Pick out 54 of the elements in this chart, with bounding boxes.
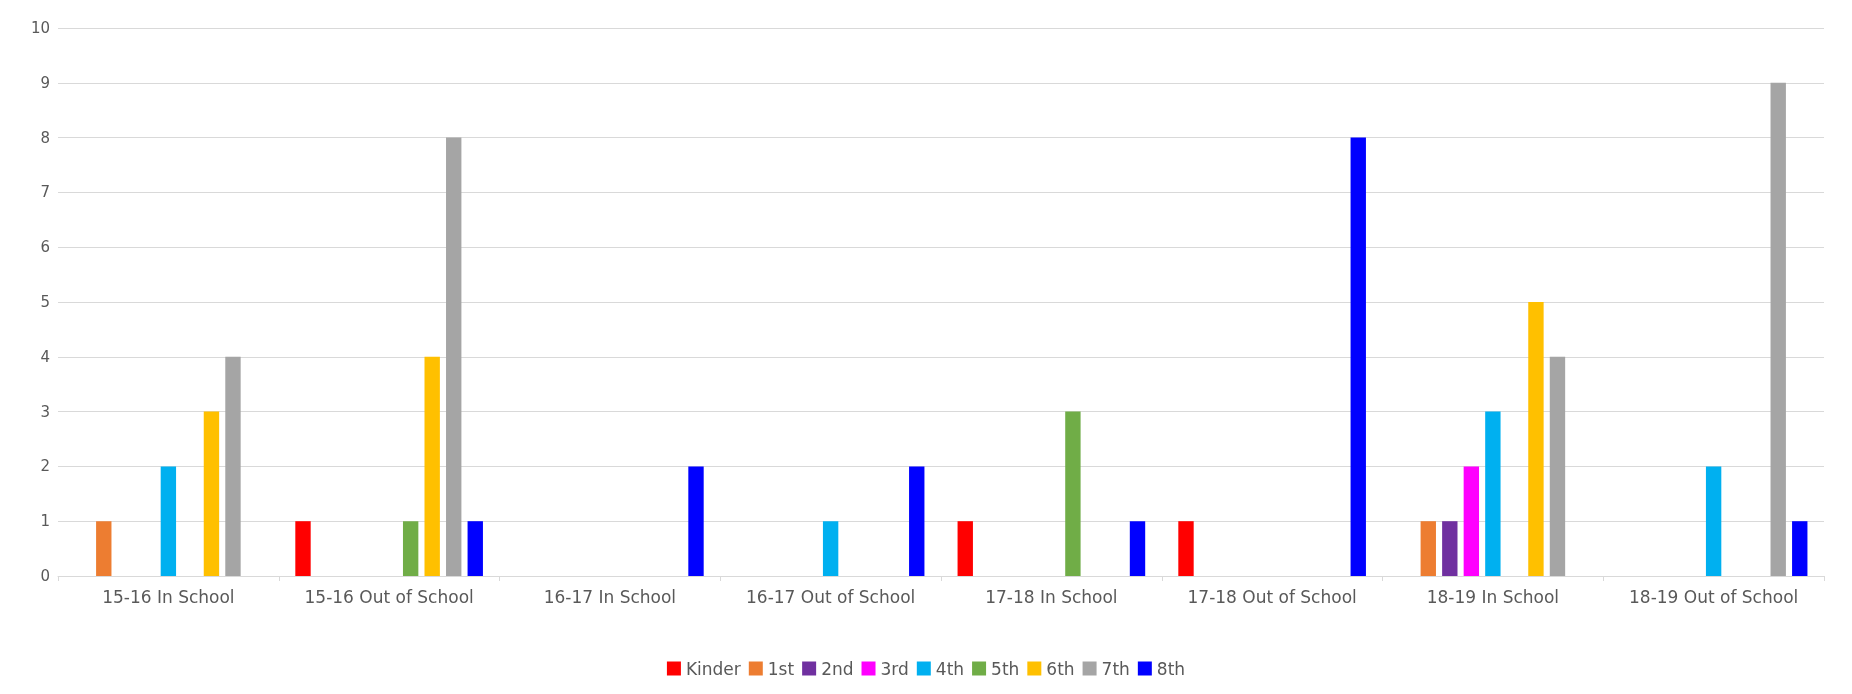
bar [424,356,440,576]
x-tick-label: 18-19 Out of School [1628,587,1799,607]
bar [225,356,241,576]
bar [160,466,177,576]
y-tick-label: 2 [40,457,50,476]
bar [1705,466,1722,576]
y-tick-label: 1 [40,512,50,531]
bar [1770,82,1786,576]
bar [1485,411,1501,576]
legend-label: 5th [991,658,1020,679]
legend-label: 1st [767,658,795,679]
bar [1463,466,1480,576]
legend-label: 6th [1046,658,1075,679]
bar [1065,411,1081,576]
bar [467,521,483,576]
bar [1350,137,1366,576]
y-tick-label: 5 [40,293,50,311]
legend-label: 3rd [880,658,909,679]
y-tick-label: 0 [40,567,50,585]
legend-label: 7th [1101,658,1130,679]
y-tick-label: 6 [40,238,50,257]
bar [295,521,311,576]
x-tick-label: 16-17 In School [543,587,677,607]
bar [446,137,462,576]
bar [688,466,704,576]
y-tick-label: 7 [40,183,50,202]
bar [1129,521,1146,576]
bar [1792,521,1808,576]
bar [909,466,925,576]
bar [402,521,419,576]
x-tick-label: 18-19 In School [1426,587,1560,607]
bar [96,521,112,576]
bar [1442,521,1458,576]
legend-label: 2nd [821,658,854,679]
bar [1549,356,1566,576]
legend-label: 4th [935,658,965,679]
legend-label: 8th [1156,658,1186,679]
x-tick-label: 17-18 In School [985,587,1118,607]
bar [1178,521,1194,576]
y-tick-label: 4 [40,347,50,366]
bar [1420,521,1436,576]
bar [822,521,839,576]
y-tick-label: 9 [40,73,50,92]
y-tick-label: 8 [40,128,50,147]
y-tick-label: 3 [40,402,50,421]
bar [203,411,220,576]
legend-label: Kinder [685,658,741,679]
bar [957,521,973,576]
x-tick-label: 15-16 Out of School [304,587,474,607]
y-tick-label: 10 [30,19,50,37]
x-tick-label: 17-18 Out of School [1187,587,1357,607]
x-tick-label: 15-16 In School [102,587,235,607]
x-tick-label: 16-17 Out of School [745,587,916,607]
bar [1528,302,1544,576]
